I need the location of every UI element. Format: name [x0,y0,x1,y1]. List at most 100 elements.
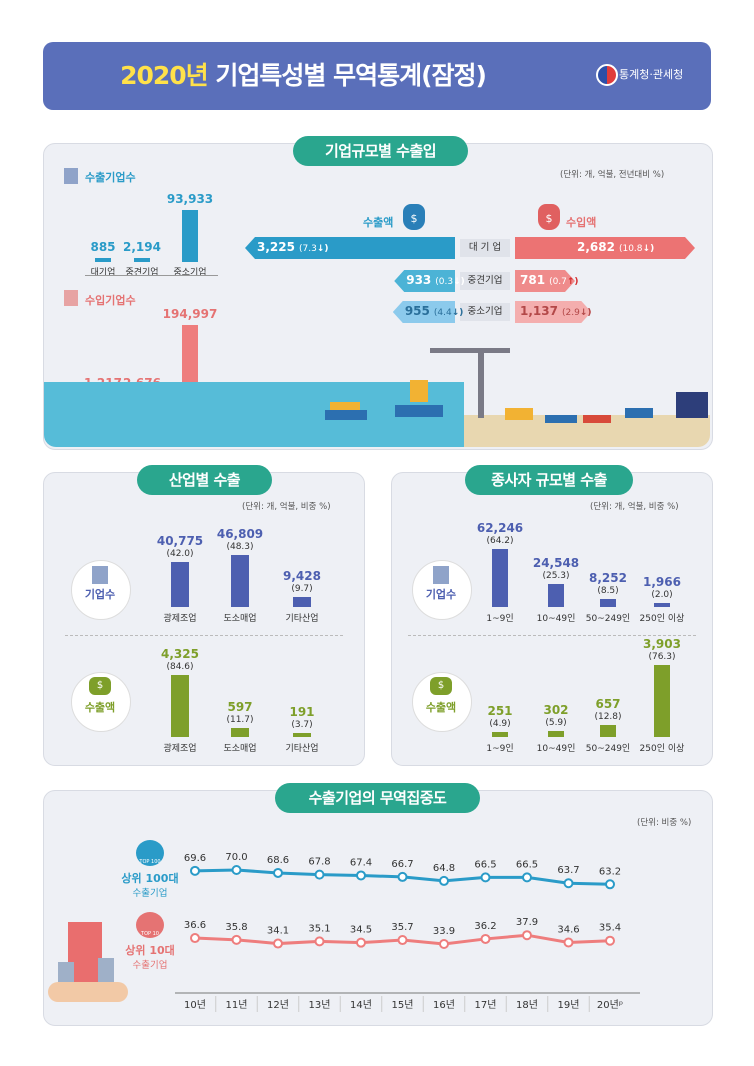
bar [95,258,111,262]
category-label: 250인 이상 [639,744,685,754]
x-tick-label: 18년 [516,999,538,1011]
bar [293,733,311,737]
import-value: 1,137 [520,304,558,318]
export-amount-label: 955 (4.4↓) [405,304,464,318]
data-point-label: 34.5 [350,925,372,936]
bar-value-label: 251 [487,704,513,719]
bar [182,325,198,398]
bar-share-label: (76.3) [648,652,676,662]
bar [548,584,564,607]
data-point-label: 66.5 [474,859,496,870]
data-point-label: 63.2 [599,866,621,877]
category-label: 50~249인 [585,614,631,624]
category-label: 1~9인 [486,744,514,754]
container-illustration [505,408,533,420]
title-year: 2020년 [120,61,209,90]
bar-share-label: (2.0) [651,590,673,600]
export-amount-label: 933 (0.3↓) [406,273,465,287]
import-firms-label: 수입기업수 [85,294,136,307]
truck-illustration [583,415,611,423]
bar [492,549,508,607]
money-bag-icon: $ [430,677,452,695]
data-point-label: 37.9 [516,917,538,928]
bar [654,665,670,737]
category-label: 중견기업 [125,268,159,278]
top100-badge-text: TOP 100 [139,859,161,865]
bar-share-label: (5.9) [545,718,567,729]
sea-illustration [44,382,464,447]
data-point [231,934,242,945]
import-amount-bar [515,301,591,323]
building-icon [92,566,108,584]
data-point [397,871,408,882]
data-point-label: 34.1 [267,926,289,937]
bar [134,258,150,262]
data-point-label: 35.1 [308,923,330,934]
data-point [605,879,615,890]
category-label: 광제조업 [163,744,197,754]
bar-share-label: (84.6) [166,662,194,672]
bar [654,603,670,607]
category-label: 대기업 [90,268,116,278]
ship-illustration [325,410,367,420]
firm-count-label: 기업수 [84,588,116,601]
category-label: 10~49인 [536,614,576,624]
data-point [439,939,449,949]
building-icon [64,290,78,306]
down-arrow-icon: ↓) [453,277,465,287]
header-banner: 2020년 기업특성별 무역통계(잠정) 통계청·관세청 [43,42,711,110]
data-point-label: 35.7 [391,922,413,933]
bar [171,561,189,607]
section-concentration-title: 수출기업의 무역집중도 [275,783,480,813]
data-point-label: 67.4 [350,857,372,868]
truck-illustration [625,408,653,418]
export-amount-bar [245,237,455,259]
data-point-label: 63.7 [557,865,579,876]
data-point [190,865,200,876]
section-concentration-unit: (단위: 비중 %) [637,818,692,828]
container-illustration [330,402,360,410]
bar [600,724,616,737]
bar-value-label: 46,809 [216,527,264,541]
bar-share-label: (9.7) [291,583,313,594]
category-label: 10~49인 [536,744,576,754]
divider [65,635,343,636]
import-change: (2.9 [561,308,580,318]
divider [85,275,218,276]
bar-share-label: (11.7) [226,715,254,726]
x-tick-label: 15년 [392,999,414,1011]
bar-share-label: (48.3) [226,542,254,552]
import-amount-label: 수입액 [566,216,597,229]
size-category-label: 중견기업 [460,272,510,290]
truck-illustration [545,415,577,423]
section-industry-unit: (단위: 개, 억불, 비중 %) [242,502,331,512]
top10-badge-icon: TOP 10 [136,912,164,938]
export-amount-bar [392,301,455,323]
bar [171,675,189,737]
top100-badge-icon: TOP 100 [136,840,164,866]
bar [492,732,508,737]
top10-badge-text: TOP 10 [141,931,159,937]
category-label: 도소매업 [223,614,257,624]
export-amount-label: 3,225 (7.3↓) [257,240,328,254]
export-value: 3,225 [257,240,295,254]
down-arrow-icon: ↓) [316,244,329,254]
title-text: 기업특성별 무역통계(잠정) [207,61,487,90]
bar-value-label: 191 [289,705,315,719]
data-point-label: 35.8 [225,922,247,933]
data-point-label: 64.8 [433,863,455,874]
data-point [397,935,408,946]
import-amount-label: 1,137 (2.9↓) [520,304,591,318]
data-point [480,933,491,944]
section-industry-title: 산업별 수출 [137,465,272,495]
category-label: 50~249인 [585,744,631,754]
crane-arm [430,348,510,353]
bar-value-label: 302 [543,703,569,718]
import-amount-label: 2,682 (10.8↓) [577,240,654,254]
data-point [314,936,325,947]
up-arrow-icon: ↑) [566,277,579,287]
data-point [190,933,200,944]
data-point-label: 66.7 [391,859,413,870]
data-point [273,938,283,949]
